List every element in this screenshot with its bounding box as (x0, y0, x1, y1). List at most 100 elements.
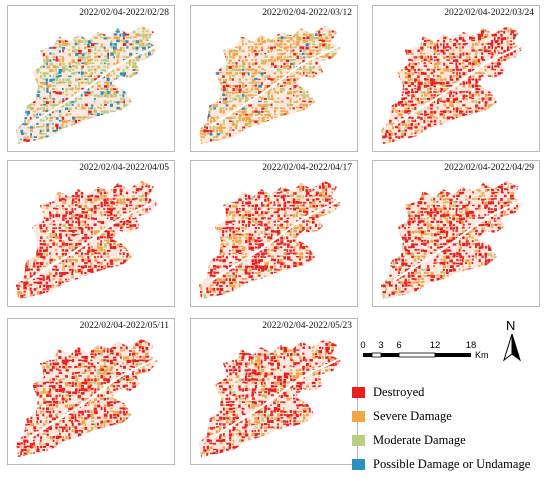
damage-cell (112, 26, 117, 27)
damage-cell (68, 84, 71, 87)
damage-cell (97, 27, 100, 31)
damage-cell (142, 66, 146, 68)
damage-cell (97, 195, 100, 199)
damage-cell (251, 27, 254, 31)
damage-cell (459, 46, 462, 50)
damage-cell (522, 123, 523, 126)
damage-cell (33, 201, 36, 204)
damage-cell (468, 116, 471, 121)
damage-cell (238, 113, 242, 118)
damage-cell (161, 28, 164, 30)
damage-cell (474, 110, 478, 113)
damage-cell (49, 284, 52, 288)
damage-cell (29, 90, 33, 94)
damage-cell (280, 52, 284, 56)
damage-cell (157, 132, 158, 135)
damage-cell (216, 72, 220, 75)
damage-cell (404, 40, 409, 42)
damage-cell (308, 56, 312, 59)
damage-cell (90, 91, 94, 94)
damage-cell (154, 113, 158, 116)
damage-cell (433, 85, 436, 88)
damage-cell (40, 214, 43, 218)
damage-cell (55, 78, 59, 81)
damage-cell (100, 236, 103, 239)
damage-cell (471, 43, 475, 47)
damage-cell (71, 27, 74, 29)
damage-cell (74, 100, 78, 103)
damage-cell (148, 113, 152, 117)
damage-cell (439, 97, 442, 101)
damage-cell (468, 107, 472, 110)
damage-cell (68, 246, 72, 250)
damage-cell (151, 114, 154, 116)
damage-cell (443, 104, 447, 107)
damage-cell (245, 59, 248, 62)
damage-cell (84, 182, 88, 186)
damage-cell (231, 123, 235, 126)
damage-cell (481, 46, 485, 50)
damage-cell (462, 37, 465, 41)
damage-cell (513, 49, 516, 53)
damage-cell (155, 87, 158, 90)
damage-cell (424, 94, 428, 97)
damage-cell (49, 223, 52, 226)
damage-cell (203, 123, 207, 126)
damage-cell (135, 72, 138, 75)
damage-cell (17, 146, 21, 148)
damage-cell (270, 97, 275, 101)
damage-cell (152, 145, 155, 148)
damage-cell (270, 146, 272, 149)
damage-cell (80, 81, 85, 84)
damage-cell (39, 139, 43, 142)
damage-cell (36, 201, 39, 205)
damage-cell (120, 146, 123, 148)
damage-cell (155, 27, 158, 31)
damage-cell (26, 110, 30, 115)
damage-cell (77, 184, 81, 187)
damage-cell (398, 78, 401, 81)
damage-cell (395, 135, 398, 138)
damage-cell (481, 49, 486, 52)
damage-cell (413, 94, 416, 97)
damage-cell (475, 123, 479, 125)
damage-cell (527, 88, 530, 90)
damage-cell (251, 94, 254, 96)
damage-cell (74, 42, 78, 46)
damage-cell (274, 107, 277, 110)
damage-cell (509, 40, 512, 42)
damage-cell (68, 81, 72, 84)
damage-cell (106, 139, 110, 143)
damage-cell (507, 103, 510, 107)
damage-cell (203, 30, 208, 33)
damage-cell (77, 116, 82, 119)
damage-cell (138, 284, 143, 286)
damage-cell (455, 39, 459, 43)
damage-cell (90, 43, 95, 47)
damage-cell (344, 53, 347, 56)
damage-cell (244, 132, 248, 135)
damage-cell (295, 94, 299, 98)
damage-cell (199, 33, 200, 37)
damage-cell (62, 78, 65, 82)
damage-cell (398, 62, 401, 64)
damage-cell (382, 113, 386, 115)
damage-cell (426, 74, 430, 78)
damage-cell (462, 132, 464, 135)
damage-cell (151, 100, 154, 103)
damage-cell (475, 50, 478, 53)
damage-cell (286, 81, 290, 85)
damage-cell (244, 55, 247, 58)
damage-cell (58, 261, 62, 264)
damage-cell (109, 117, 112, 119)
damage-cell (58, 43, 62, 47)
damage-cell (200, 126, 203, 130)
damage-cell (142, 49, 145, 52)
damage-cell (29, 191, 32, 195)
damage-cell (213, 62, 216, 66)
damage-cell (209, 65, 213, 68)
damage-cell (404, 101, 408, 104)
damage-cell (503, 65, 507, 69)
damage-cell (68, 107, 73, 110)
damage-cell (106, 242, 110, 245)
